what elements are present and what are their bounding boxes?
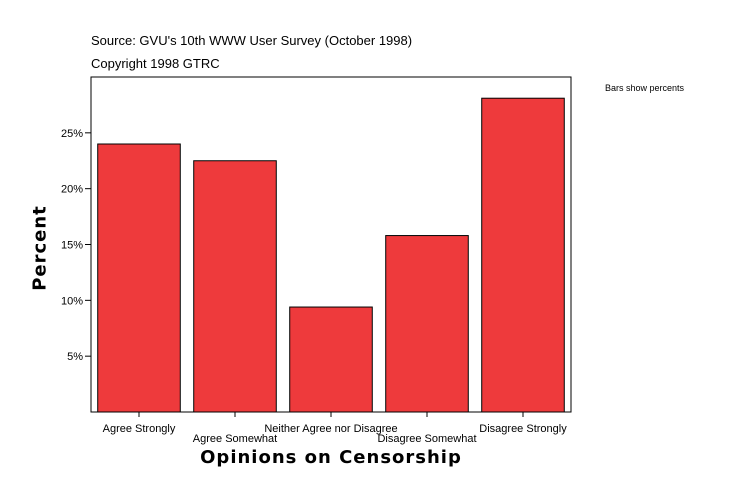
bar-agree-somewhat [193,160,277,413]
bars-note: Bars show percents [605,83,685,93]
y-tick-label: 10% [61,295,83,307]
chart-copyright: Copyright 1998 GTRC [91,56,220,71]
bar-disagree-strongly [481,97,565,413]
x-tick-label: Disagree Strongly [479,423,567,435]
y-axis-label: Percent [29,205,51,291]
y-tick-label: 25% [61,128,83,140]
x-tick-label: Disagree Somewhat [377,433,476,445]
bar-neither-agree-nor-disagree [289,306,373,413]
y-tick-label: 15% [61,240,83,252]
x-tick-label: Agree Strongly [103,423,176,435]
y-tick-label: 20% [61,184,83,196]
x-tick-label: Neither Agree nor Disagree [264,423,397,435]
bars [97,97,565,413]
chart-source: Source: GVU's 10th WWW User Survey (Octo… [91,33,413,48]
y-axis: 5% 10% 15% 20% 25% [61,128,91,363]
y-tick-label: 5% [67,351,83,363]
x-axis-label: Opinions on Censorship [200,447,462,468]
bar-agree-strongly [97,143,181,413]
bar-disagree-somewhat [385,235,469,413]
x-tick-label: Agree Somewhat [193,433,277,445]
